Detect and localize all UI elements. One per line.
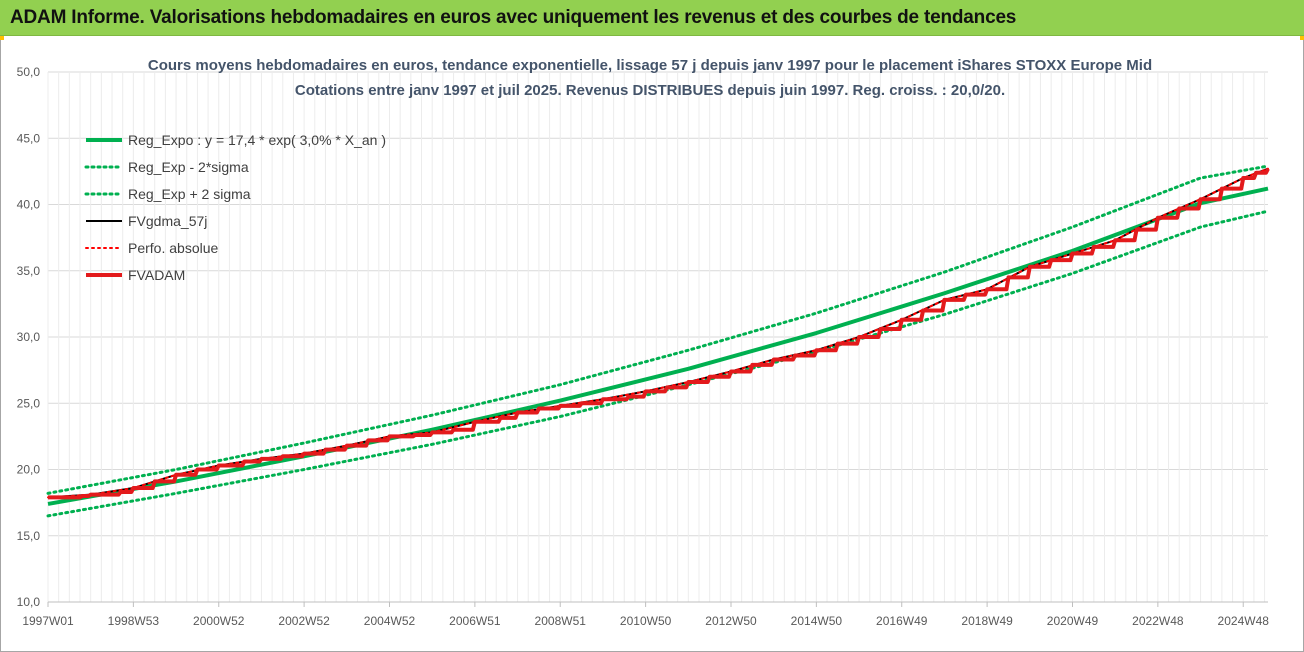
chart-subtitle: Cotations entre janv 1997 et juil 2025. … [295,82,1005,99]
y-tick-label: 40,0 [17,198,41,212]
x-tick-label: 2002W52 [278,614,330,628]
series-line-3 [47,167,1269,499]
x-tick-label: 2000W52 [193,614,245,628]
legend-entry: Perfo. absolue [128,240,218,256]
report-banner: ADAM Informe. Valorisations hebdomadaire… [0,0,1304,36]
y-tick-label: 10,0 [17,595,41,609]
x-tick-label: 2004W52 [364,614,416,628]
y-tick-label: 50,0 [17,65,41,79]
y-tick-label: 25,0 [17,396,41,410]
legend-entry: FVgdma_57j [128,213,207,229]
series-line-4 [47,167,1269,499]
series-line-5 [48,167,1270,500]
y-tick-label: 20,0 [17,463,41,477]
y-tick-label: 45,0 [17,131,41,145]
x-tick-label: 1997W01 [22,614,74,628]
legend-entry: FVADAM [128,267,185,283]
y-tick-label: 35,0 [17,264,41,278]
x-tick-label: 1998W53 [108,614,160,628]
grid-lines [47,71,1268,603]
series-lines [46,164,1270,518]
x-tick-label: 2006W51 [449,614,501,628]
corner-accent [0,36,4,40]
x-tick-label: 2020W49 [1047,614,1099,628]
y-tick-label: 15,0 [17,529,41,543]
series-line-2 [46,164,1270,495]
legend-entry: Reg_Exp - 2*sigma [128,159,249,175]
x-tick-label: 2018W49 [961,614,1013,628]
legend: Reg_Expo : y = 17,4 * exp( 3,0% * X_an )… [84,132,386,283]
x-tick-label: 2022W48 [1132,614,1184,628]
axes: 10,0 15,0 20,0 25,0 30,0 35,0 40,0 45,0 50,0 1997… [17,65,1270,628]
legend-entry: Reg_Exp + 2 sigma [128,186,251,202]
x-tick-label: 2012W50 [705,614,757,628]
x-tick-label: 2016W49 [876,614,928,628]
legend-entry: Reg_Expo : y = 17,4 * exp( 3,0% * X_an ) [128,132,386,148]
x-tick-label: 2024W48 [1218,614,1270,628]
corner-accent-right [1300,36,1304,40]
x-tick-label: 2008W51 [535,614,587,628]
chart-title: Cours moyens hebdomadaires en euros, ten… [148,57,1152,74]
report-title: ADAM Informe. Valorisations hebdomadaire… [10,7,1017,28]
y-tick-label: 30,0 [17,330,41,344]
series-line-0 [47,186,1269,506]
x-tick-label: 2010W50 [620,614,672,628]
x-tick-label: 2014W50 [791,614,843,628]
